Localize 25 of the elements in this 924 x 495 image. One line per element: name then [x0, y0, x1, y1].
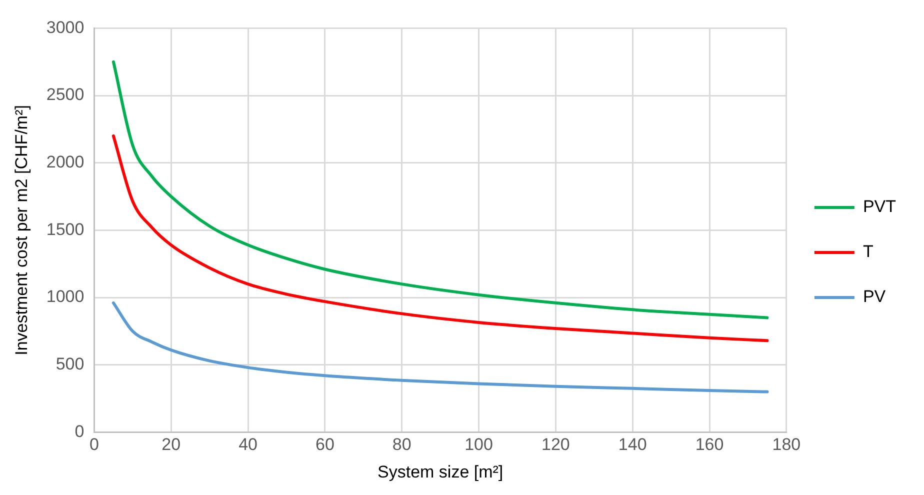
- y-tick-label: 500: [56, 354, 84, 374]
- legend-label: T: [862, 242, 874, 262]
- x-tick-label: 60: [315, 435, 334, 454]
- x-tick-label: 20: [162, 435, 181, 454]
- y-tick-label: 1500: [46, 220, 84, 239]
- x-tick-label: 160: [695, 435, 724, 454]
- x-tick-label: 120: [542, 435, 570, 454]
- x-axis-title: System size [m²]: [378, 462, 504, 482]
- x-tick-label: 40: [238, 435, 258, 454]
- y-tick-label: 1000: [46, 287, 84, 306]
- line-series: [112, 60, 769, 320]
- legend-label: PVT: [862, 197, 896, 216]
- line-series: [112, 134, 769, 342]
- x-tick-label: 180: [772, 435, 801, 454]
- y-axis-title: Investment cost per m2 [CHF/m²]: [12, 105, 31, 356]
- x-tick-label: 140: [618, 435, 647, 454]
- y-tick-label: 0: [74, 422, 84, 441]
- line-series: [112, 301, 769, 394]
- x-tick-label: 80: [392, 435, 412, 454]
- legend-label: PV: [862, 287, 886, 306]
- x-tick-label: 100: [464, 435, 493, 454]
- y-tick-label: 2000: [46, 152, 84, 172]
- x-tick-label: 0: [89, 435, 99, 454]
- y-tick-label: 3000: [46, 18, 84, 37]
- y-tick-label: 2500: [46, 85, 84, 104]
